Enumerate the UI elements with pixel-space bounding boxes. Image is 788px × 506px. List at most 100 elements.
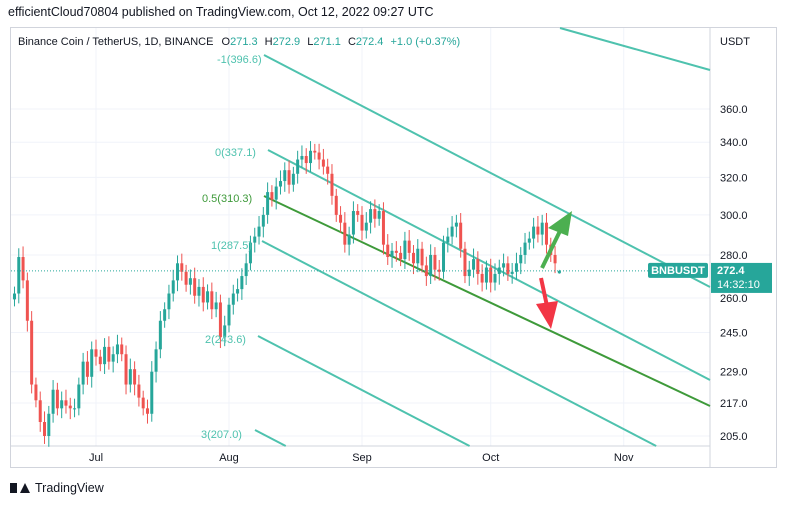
candle-body-86 (381, 211, 385, 245)
candle-body-75 (334, 195, 338, 215)
time-axis[interactable]: Jul Aug Sep Oct Nov (89, 452, 634, 464)
candle-body-21 (103, 346, 107, 365)
candle-body-124 (544, 222, 548, 245)
candle-body-107 (472, 259, 476, 270)
high-label: H (265, 36, 273, 48)
candle-body-55 (248, 242, 252, 264)
candle-body-66 (296, 159, 300, 174)
svg-text:Binance Coin / TetherUS, 1D, B: Binance Coin / TetherUS, 1D, BINANCE O27… (18, 36, 460, 48)
candle-body-52 (236, 289, 240, 294)
candle-body-78 (347, 234, 351, 245)
candle-body-87 (386, 244, 390, 258)
candle-body-25 (120, 344, 124, 355)
fork-line-3 (261, 240, 657, 447)
candle-body-96 (424, 265, 428, 277)
candle-body-77 (343, 222, 347, 245)
footer-brand: TradingView (35, 481, 104, 495)
candle-body-30 (141, 397, 145, 409)
close-value: 272.4 (356, 36, 384, 48)
candle-body-90 (399, 252, 403, 260)
candle-body-114 (502, 263, 506, 268)
candle-body-101 (446, 236, 450, 243)
candle-body-36 (167, 293, 171, 310)
candle-body-23 (111, 354, 115, 362)
candle-body-76 (339, 214, 343, 223)
candle-body-63 (283, 170, 287, 182)
candle-body-13 (68, 405, 72, 409)
candle-body-38 (176, 263, 180, 281)
fork-label-4: 2(243.6) (205, 334, 246, 346)
time-tick-4: Nov (614, 452, 634, 464)
last-price-label: BNBUSDT 272.4 14:32:10 (648, 262, 772, 293)
candle-body-42 (193, 278, 197, 296)
price-badge-text: 272.4 (717, 265, 745, 277)
candle-body-88 (390, 250, 394, 258)
candle-body-102 (450, 226, 454, 237)
candle-body-2 (21, 257, 25, 281)
fork-label-3: 1(287.5) (211, 240, 252, 252)
candle-body-119 (523, 242, 527, 255)
candle-body-93 (411, 252, 415, 264)
candle-body-15 (77, 384, 81, 409)
candle-body-73 (326, 166, 330, 174)
candle-body-54 (244, 263, 248, 277)
candle-body-104 (459, 222, 463, 249)
candle-body-94 (416, 248, 420, 264)
candle-body-48 (218, 302, 222, 338)
candle-body-45 (206, 291, 210, 303)
candle-body-71 (317, 152, 321, 160)
candle-body-110 (484, 267, 488, 283)
candle-body-39 (180, 263, 184, 272)
candle-body-83 (369, 209, 373, 223)
candle-body-3 (25, 280, 29, 321)
fork-line-6 (559, 27, 711, 71)
candle-body-103 (454, 222, 458, 227)
candle-body-0 (12, 293, 16, 300)
green-up-arrow-shaft (540, 230, 562, 269)
fork-line-0 (263, 54, 711, 288)
candle-body-126 (553, 254, 557, 264)
candle-body-92 (407, 240, 411, 253)
change-value: +1.0 (+0.37%) (390, 36, 460, 48)
candle-body-40 (184, 271, 188, 285)
fork-label-5: 3(207.0) (201, 429, 242, 441)
candle-body-72 (321, 159, 325, 167)
candle-body-27 (128, 369, 132, 385)
candle-body-41 (188, 278, 192, 285)
candle-body-113 (497, 267, 501, 274)
candle-body-112 (493, 273, 497, 283)
price-tick-1: 217.0 (720, 398, 748, 410)
candle-body-65 (291, 173, 295, 185)
candle-body-85 (377, 211, 381, 219)
time-tick-1: Aug (219, 452, 239, 464)
candle-body-32 (150, 371, 154, 414)
candle-body-6 (38, 400, 42, 423)
candle-body-46 (210, 291, 214, 310)
price-tick-3: 245.0 (720, 327, 748, 339)
candle-body-117 (514, 263, 518, 272)
candle-body-99 (437, 269, 441, 272)
candle-body-19 (94, 349, 98, 357)
symbol-badge (648, 262, 708, 278)
candle-body-4 (30, 320, 34, 385)
fork-label-1: 0(337.1) (215, 147, 256, 159)
price-axis[interactable]: 205.0 217.0 229.0 245.0 260.0 280.0 300.0 320.0… (720, 104, 748, 443)
fork-line-5 (254, 429, 287, 447)
candle-body-29 (137, 384, 141, 398)
candle-body-84 (373, 209, 377, 219)
candles (12, 141, 561, 447)
price-tick-2: 229.0 (720, 367, 748, 379)
candle-body-123 (540, 222, 544, 235)
candle-body-62 (278, 181, 282, 187)
currency-label: USDT (720, 36, 750, 48)
time-tick-0: Jul (89, 452, 103, 464)
candle-body-98 (433, 254, 437, 270)
candle-body-89 (394, 250, 398, 253)
fork-label-2: 0.5(310.3) (202, 193, 252, 205)
candle-body-20 (98, 356, 102, 365)
fork-line-4 (257, 335, 471, 447)
candle-body-24 (115, 344, 119, 355)
candle-body-67 (300, 156, 304, 160)
candle-body-74 (330, 173, 334, 196)
